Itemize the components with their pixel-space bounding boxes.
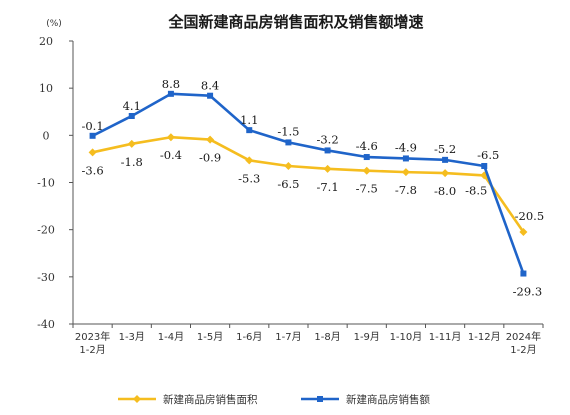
data-point-amount <box>128 112 135 119</box>
data-point-amount <box>285 139 292 146</box>
data-label-amount: 1.1 <box>240 113 258 127</box>
data-label-area: -20.5 <box>515 209 545 223</box>
x-tick-label: 1-8月 <box>314 331 340 343</box>
x-tick-label: 1-11月 <box>429 331 462 343</box>
data-label-amount: -6.5 <box>477 148 499 162</box>
data-point-amount <box>167 90 174 97</box>
data-label-amount: -0.1 <box>81 119 103 133</box>
x-tick-label: 1-6月 <box>236 331 262 343</box>
data-label-amount: -1.5 <box>277 124 299 138</box>
data-point-amount <box>363 154 370 161</box>
legend: 新建商品房销售面积 新建商品房销售额 <box>118 393 430 406</box>
y-tick-label: 0 <box>43 129 50 142</box>
y-tick-label: -40 <box>37 318 55 331</box>
data-label-area: -0.9 <box>199 151 221 165</box>
y-tick-label: 10 <box>39 82 53 95</box>
y-tick-label: -10 <box>37 177 55 190</box>
chart-title: 全国新建商品房销售面积及销售额增速 <box>167 13 423 31</box>
data-point-area <box>206 135 215 144</box>
series-line-area <box>92 135 525 233</box>
data-point-area <box>284 161 293 170</box>
data-point-amount <box>520 270 527 277</box>
data-label-area: -7.5 <box>356 182 378 196</box>
x-tick-label: 1-12月 <box>468 331 501 343</box>
x-tick-label: 1-10月 <box>390 331 423 343</box>
data-point-amount <box>402 155 409 162</box>
data-label-area: -7.8 <box>395 183 417 197</box>
data-label-amount: -3.2 <box>316 132 338 146</box>
x-tick-label: 1-4月 <box>158 331 184 343</box>
data-label-area: -1.8 <box>121 155 143 169</box>
data-point-area <box>323 164 332 173</box>
data-point-area <box>441 169 450 178</box>
data-label-amount: -4.9 <box>395 140 417 154</box>
data-point-area <box>401 168 410 177</box>
data-point-amount <box>246 127 253 134</box>
legend-marker-amount <box>317 396 323 402</box>
data-label-area: -0.4 <box>160 148 182 162</box>
data-label-area: -8.0 <box>434 184 456 198</box>
legend-marker-area <box>133 395 141 403</box>
data-label-area: -3.6 <box>81 163 103 177</box>
data-point-amount <box>89 132 96 139</box>
series-layer <box>88 90 528 277</box>
legend-label-amount: 新建商品房销售额 <box>346 393 430 406</box>
data-point-area <box>88 148 97 157</box>
data-point-amount <box>481 162 488 169</box>
data-label-amount: -29.3 <box>513 285 543 299</box>
axes: 20 10 0 -10 -20 -30 -40 2023年 1-2月 1-3月 1-4月 1-5月 1-… <box>37 35 544 356</box>
x-tick-label: 2024年 1-2月 <box>506 330 541 356</box>
data-labels: -3.6 -1.8 -0.4 -0.9 -5.3 -6.5 -7.1 -7.5 -7.8 -8.0… <box>81 77 544 299</box>
data-label-amount: -5.2 <box>434 142 456 156</box>
data-label-area: -8.5 <box>465 183 487 197</box>
data-point-amount <box>324 147 331 154</box>
series-area <box>88 133 528 237</box>
y-unit-label: (%) <box>46 19 62 29</box>
data-point-area <box>166 133 175 142</box>
x-tick-label: 1-5月 <box>197 331 223 343</box>
x-tick-label: 1-3月 <box>119 331 145 343</box>
x-tick-label: 1-7月 <box>275 331 301 343</box>
data-point-area <box>245 156 254 165</box>
data-point-area <box>362 166 371 175</box>
data-label-amount: 8.8 <box>162 77 180 91</box>
data-label-amount: -4.6 <box>356 139 378 153</box>
y-tick-label: -30 <box>37 271 55 284</box>
data-label-area: -6.5 <box>277 177 299 191</box>
y-tick-label: -20 <box>37 224 55 237</box>
legend-label-area: 新建商品房销售面积 <box>163 393 258 406</box>
data-label-amount: 8.4 <box>201 79 219 93</box>
series-amount <box>89 90 527 277</box>
data-point-area <box>519 228 528 237</box>
data-label-area: -7.1 <box>316 180 338 194</box>
data-point-area <box>127 139 136 148</box>
data-point-amount <box>207 92 214 99</box>
x-tick-label: 2023年 1-2月 <box>75 330 110 356</box>
data-label-area: -5.3 <box>238 171 260 185</box>
x-tick-label: 1-9月 <box>354 331 380 343</box>
data-point-amount <box>442 156 449 163</box>
y-tick-label: 20 <box>39 35 53 48</box>
data-label-amount: 4.1 <box>123 99 141 113</box>
series-line-amount <box>91 92 525 274</box>
